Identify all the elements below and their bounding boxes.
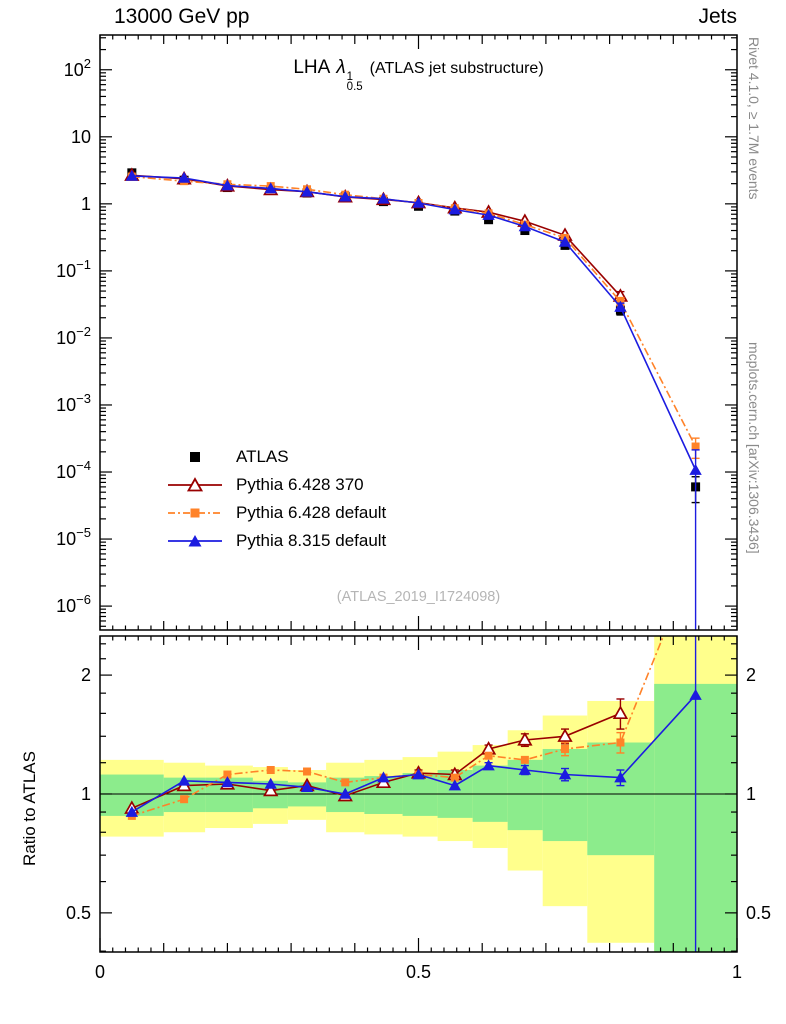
svg-text:10−1: 10−1: [56, 257, 91, 281]
legend-entry-pythia6-default: Pythia 6.428 default: [166, 499, 386, 527]
svg-text:10−3: 10−3: [56, 391, 91, 415]
svg-text:1: 1: [732, 962, 742, 982]
legend-label: ATLAS: [236, 447, 289, 466]
lambda-superscript: 1: [346, 71, 354, 83]
rivet-version-text: Rivet 4.1.0, ≥ 1.7M events: [746, 37, 762, 200]
svg-text:0: 0: [95, 962, 105, 982]
atlas-marker-icon: [190, 452, 200, 462]
svg-text:10−4: 10−4: [56, 458, 91, 482]
legend-label: Pythia 6.428 370: [236, 475, 364, 494]
svg-text:10−6: 10−6: [56, 592, 91, 616]
open-triangle-marker-icon: [168, 477, 222, 492]
ratio-axis-label: Ratio to ATLAS: [20, 751, 39, 866]
series-main-1: [124, 167, 629, 303]
legend-label: Pythia 8.315 default: [236, 531, 387, 550]
svg-text:0.5: 0.5: [406, 962, 431, 982]
plot-title-prefix: LHA: [293, 57, 331, 78]
lambda-symbol: λ: [336, 57, 346, 78]
header-beam: 13000 GeV pp: [114, 5, 250, 28]
legend-label: Pythia 6.428 default: [236, 503, 387, 522]
mcplots-reference-text: mcplots.cern.ch [arXiv:1306.3436]: [746, 342, 762, 554]
series-main-2: [127, 172, 700, 460]
legend-entry-pythia6-370: Pythia 6.428 370: [166, 471, 386, 499]
svg-text:10−5: 10−5: [56, 525, 91, 549]
svg-text:1: 1: [746, 784, 756, 804]
svg-text:1: 1: [81, 194, 91, 214]
series-ratio-3: [125, 636, 702, 952]
header-analysis: Jets: [698, 5, 737, 28]
plot-title: LHA λ 1 0.5 (ATLAS jet substructure): [100, 57, 737, 93]
blue-triangle-marker-icon: [168, 535, 222, 547]
analysis-id-watermark: (ATLAS_2019_I1724098): [336, 589, 501, 605]
lambda-subscript: 0.5: [346, 81, 363, 93]
svg-text:1: 1: [81, 784, 91, 804]
legend-entry-pythia8-default: Pythia 8.315 default: [166, 527, 386, 555]
series-main-3: [125, 169, 702, 630]
svg-text:102: 102: [64, 56, 91, 80]
svg-text:2: 2: [746, 665, 756, 685]
svg-text:10−2: 10−2: [56, 324, 91, 348]
lambda-indices: 1 0.5: [346, 71, 363, 93]
legend: ATLAS Pythia 6.428 370 Pythia 6.428 defa…: [166, 443, 386, 555]
svg-text:2: 2: [81, 665, 91, 685]
legend-entry-atlas: ATLAS: [166, 443, 386, 471]
svg-text:10: 10: [71, 127, 91, 147]
plot-title-suffix: (ATLAS jet substructure): [369, 60, 544, 77]
svg-text:0.5: 0.5: [66, 903, 91, 923]
svg-text:0.5: 0.5: [746, 903, 771, 923]
orange-square-marker-icon: [168, 508, 222, 518]
